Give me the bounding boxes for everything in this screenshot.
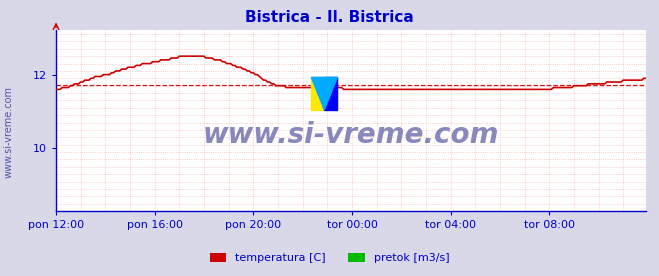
- Text: Bistrica - Il. Bistrica: Bistrica - Il. Bistrica: [245, 10, 414, 25]
- Polygon shape: [312, 77, 337, 110]
- Bar: [324, 77, 337, 110]
- Bar: [312, 77, 324, 110]
- Text: www.si-vreme.com: www.si-vreme.com: [203, 121, 499, 149]
- Text: www.si-vreme.com: www.si-vreme.com: [3, 86, 14, 179]
- Legend: temperatura [C], pretok [m3/s]: temperatura [C], pretok [m3/s]: [205, 249, 454, 268]
